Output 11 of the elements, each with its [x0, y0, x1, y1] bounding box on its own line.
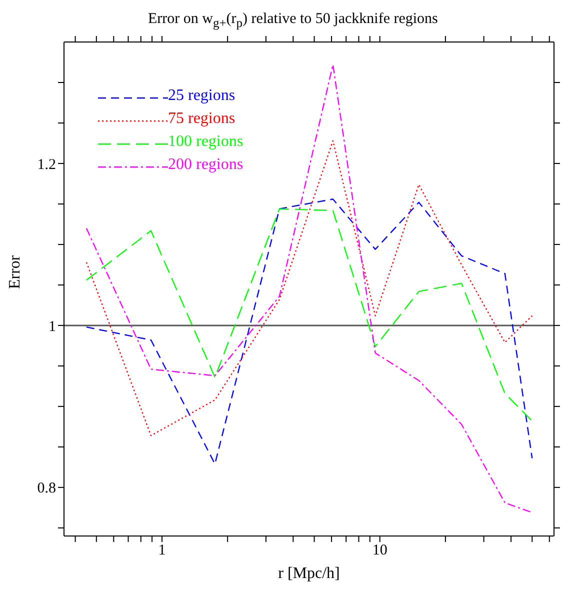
- y-axis-title: Error: [6, 254, 24, 289]
- legend-label: 75 regions: [168, 110, 236, 128]
- legend-label: 100 regions: [168, 132, 244, 150]
- chart-title: Error on w$_{g+}$(r$_{p}$) relative to 50 jackknife regions: [147, 10, 439, 32]
- x-axis-title: r [Mpc/h]: [278, 565, 340, 582]
- legend-label: 25 regions: [168, 86, 236, 104]
- x-tick-label: 10: [372, 542, 388, 559]
- legend-label: 200 regions: [168, 156, 244, 174]
- y-tick-label: 0.8: [37, 480, 56, 497]
- y-tick-label: 1: [48, 318, 56, 335]
- y-tick-label: 1.2: [37, 156, 56, 173]
